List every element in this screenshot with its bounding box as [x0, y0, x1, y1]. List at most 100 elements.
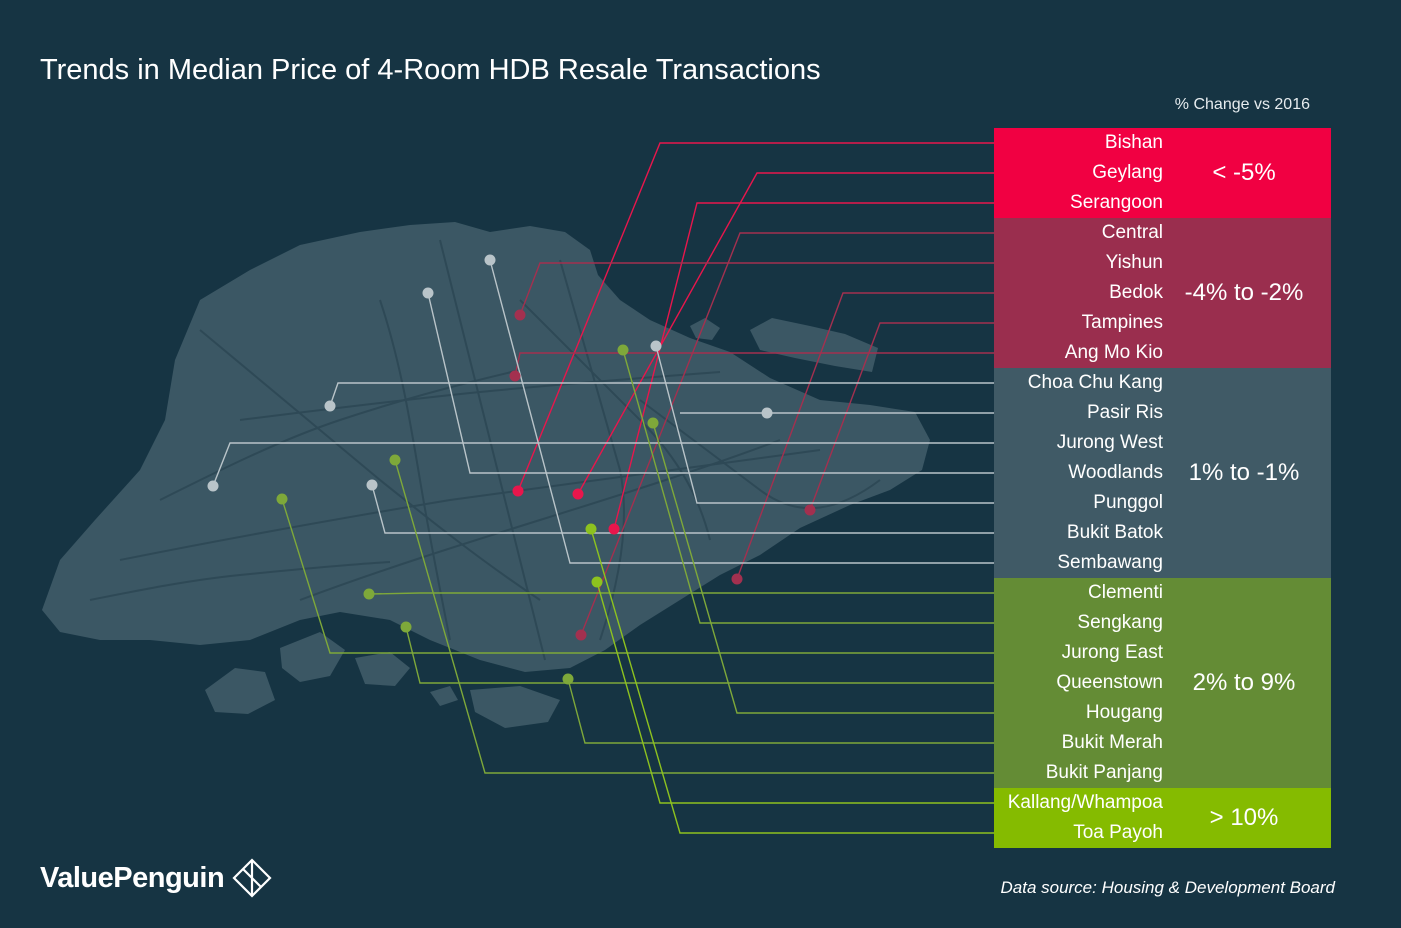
town-label: Central	[1101, 222, 1163, 243]
town-label: Bedok	[1109, 282, 1163, 303]
town-label: Bukit Batok	[1066, 522, 1163, 543]
town-label: Clementi	[1088, 582, 1163, 603]
town-label: Kallang/Whampoa	[1007, 792, 1163, 813]
southern-islands-2	[280, 632, 345, 682]
connector-line	[368, 592, 994, 595]
chart-title: Trends in Median Price of 4-Room HDB Res…	[40, 54, 821, 86]
connector-line	[394, 459, 994, 774]
road	[379, 299, 451, 641]
brand-logo: ValuePenguin	[40, 858, 272, 898]
town-marker	[400, 621, 412, 633]
legend-group: Clementi Sengkang Jurong East Queenstown Hou…	[994, 578, 1331, 788]
town-label: Sembawang	[1057, 552, 1163, 573]
town-label: Choa Chu Kang	[1027, 372, 1163, 393]
connector-line	[596, 581, 994, 804]
connector-line	[281, 498, 994, 654]
town-marker	[647, 417, 659, 429]
connector-line	[736, 292, 994, 580]
connector-line	[567, 678, 994, 744]
connector-line	[489, 259, 994, 564]
range-label: 2% to 9%	[1192, 669, 1296, 696]
town-marker	[422, 287, 434, 299]
town-marker	[804, 504, 816, 516]
town-label: Jurong West	[1056, 432, 1163, 453]
town-marker	[572, 488, 584, 500]
town-marker	[617, 344, 629, 356]
legend-group: Choa Chu Kang Pasir Ris Jurong West Woodlan…	[994, 368, 1331, 578]
town-label: Sengkang	[1077, 612, 1163, 633]
town-label: Geylang	[1092, 162, 1163, 183]
connector-line	[622, 349, 994, 624]
town-label: Yishun	[1105, 252, 1163, 273]
town-marker	[514, 309, 526, 321]
town-marker	[509, 370, 521, 382]
connector-line	[590, 528, 994, 834]
connector-line	[652, 422, 994, 714]
range-label: > 10%	[1209, 804, 1279, 831]
legend-subtitle: % Change vs 2016	[1174, 96, 1310, 113]
road	[239, 371, 721, 421]
road	[639, 399, 881, 510]
range-label: -4% to -2%	[1184, 279, 1304, 306]
town-marker	[761, 407, 773, 419]
town-marker	[207, 480, 219, 492]
road	[559, 259, 625, 641]
pulau-tekong-west	[690, 318, 720, 340]
road	[119, 449, 821, 561]
town-label: Jurong East	[1061, 642, 1163, 663]
road	[159, 369, 521, 501]
connector-line	[577, 172, 994, 495]
road	[199, 329, 541, 601]
southern-islands-5	[430, 686, 458, 706]
town-marker	[389, 454, 401, 466]
town-label: Tampines	[1081, 312, 1163, 333]
town-marker	[591, 576, 603, 588]
data-source: Data source: Housing & Development Board	[1000, 878, 1335, 897]
town-label: Bishan	[1104, 132, 1163, 153]
legend-group: Bishan Geylang Serangoon < -5%	[994, 128, 1331, 218]
town-label: Bukit Panjang	[1045, 762, 1163, 783]
southern-islands-3	[355, 652, 410, 686]
connector-line	[580, 232, 994, 636]
road	[439, 239, 546, 661]
connector-line	[405, 626, 994, 684]
town-label: Bukit Merah	[1061, 732, 1163, 753]
brand-name: ValuePenguin	[40, 861, 225, 894]
range-label: 1% to -1%	[1188, 459, 1300, 486]
connector-line	[427, 292, 994, 474]
connector-line	[329, 382, 994, 407]
town-label: Woodlands	[1068, 462, 1163, 483]
connector-line	[212, 442, 994, 487]
town-marker	[484, 254, 496, 266]
town-label: Hougang	[1085, 702, 1163, 723]
town-label: Pasir Ris	[1086, 402, 1163, 423]
town-marker	[585, 523, 597, 535]
connector-line	[519, 262, 994, 316]
town-label: Toa Payoh	[1073, 822, 1163, 843]
legend-group: Kallang/Whampoa Toa Payoh > 10%	[994, 788, 1331, 848]
penguin-logo-icon	[232, 858, 272, 898]
mainland	[42, 222, 930, 672]
town-label: Punggol	[1093, 492, 1163, 513]
town-marker	[363, 588, 375, 600]
map-roads	[89, 239, 881, 661]
town-marker	[608, 523, 620, 535]
town-markers	[207, 254, 816, 685]
town-marker	[575, 629, 587, 641]
town-marker	[512, 485, 524, 497]
town-marker	[650, 340, 662, 352]
southern-islands-1	[205, 668, 275, 714]
connector-line	[809, 322, 994, 511]
connector-lines	[212, 142, 994, 834]
connector-line	[371, 484, 994, 534]
legend-group: Central Yishun Bedok Tampines Ang Mo Kio -4% …	[994, 218, 1331, 368]
connector-line	[613, 202, 994, 530]
town-label: Serangoon	[1070, 192, 1163, 213]
road	[89, 561, 391, 601]
town-marker	[324, 400, 336, 412]
town-marker	[731, 573, 743, 585]
town-label: Ang Mo Kio	[1064, 342, 1163, 363]
connector-line	[514, 352, 994, 377]
connector-line	[517, 142, 994, 492]
